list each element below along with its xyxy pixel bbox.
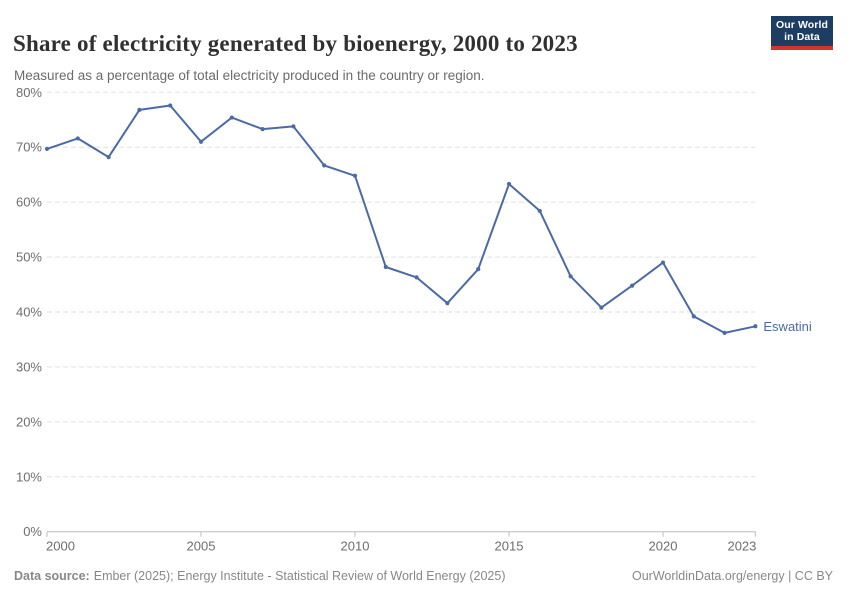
- y-axis-tick-label: 60%: [16, 195, 42, 210]
- data-point-marker[interactable]: [137, 107, 142, 112]
- series-entity-label[interactable]: Eswatini: [763, 319, 812, 334]
- chart-footer: Data source: Ember (2025); Energy Institu…: [14, 568, 833, 584]
- data-source-text: Ember (2025); Energy Institute - Statist…: [93, 569, 506, 583]
- owid-logo-text-line2: in Data: [784, 31, 820, 43]
- owid-logo-accent-strip: [771, 46, 833, 50]
- data-point-marker[interactable]: [691, 314, 696, 319]
- x-axis-tick-label: 2015: [495, 539, 524, 554]
- page-title: Share of electricity generated by bioene…: [13, 31, 578, 57]
- line-series-eswatini[interactable]: [46, 104, 757, 334]
- data-point-marker[interactable]: [599, 305, 604, 310]
- y-axis-tick-label: 80%: [16, 85, 42, 100]
- x-axis-tick-label: 2005: [187, 539, 216, 554]
- y-axis-tick-label: 70%: [16, 140, 42, 155]
- y-axis-tick-label: 30%: [16, 359, 42, 374]
- data-point-marker[interactable]: [44, 146, 50, 151]
- owid-logo-box: Our World in Data: [771, 16, 833, 46]
- x-axis-tick-label: 2023: [727, 539, 756, 554]
- data-point-marker[interactable]: [753, 324, 758, 329]
- data-point-marker[interactable]: [322, 163, 327, 168]
- data-point-marker[interactable]: [568, 274, 573, 279]
- data-point-marker[interactable]: [476, 267, 481, 272]
- credit-link[interactable]: OurWorldinData.org/energy | CC BY: [631, 569, 833, 583]
- x-axis-tick-label: 2010: [341, 539, 370, 554]
- y-axis-tick-label: 0%: [23, 524, 42, 539]
- data-point-marker[interactable]: [722, 330, 727, 335]
- owid-logo[interactable]: Our World in Data: [771, 16, 833, 50]
- data-source-label: Data source:: [14, 569, 90, 583]
- y-axis-tick-label: 10%: [16, 469, 42, 484]
- data-source-note: Data source: Ember (2025); Energy Institu…: [14, 568, 505, 584]
- x-axis-tick-label: 2020: [649, 539, 678, 554]
- y-axis-tick-label: 50%: [16, 250, 42, 265]
- data-point-marker[interactable]: [445, 301, 450, 306]
- data-point-marker[interactable]: [229, 115, 234, 120]
- data-point-marker[interactable]: [291, 124, 296, 129]
- y-axis-tick-label: 20%: [16, 414, 42, 429]
- x-axis-tick-label: 2000: [46, 539, 75, 554]
- data-point-marker[interactable]: [537, 208, 542, 214]
- data-point-marker[interactable]: [506, 181, 512, 187]
- data-point-marker[interactable]: [660, 260, 666, 265]
- data-point-marker[interactable]: [106, 155, 111, 160]
- data-point-marker[interactable]: [75, 136, 80, 141]
- data-point-marker[interactable]: [383, 264, 388, 270]
- data-point-marker[interactable]: [260, 126, 265, 132]
- data-point-marker[interactable]: [352, 173, 358, 178]
- chart-subtitle: Measured as a percentage of total electr…: [14, 67, 485, 83]
- data-point-marker[interactable]: [168, 103, 173, 108]
- owid-logo-text-line1: Our World: [775, 19, 829, 31]
- data-point-marker[interactable]: [414, 275, 419, 280]
- data-point-marker[interactable]: [630, 283, 635, 288]
- y-axis-tick-label: 40%: [16, 305, 42, 320]
- data-point-marker[interactable]: [198, 139, 204, 144]
